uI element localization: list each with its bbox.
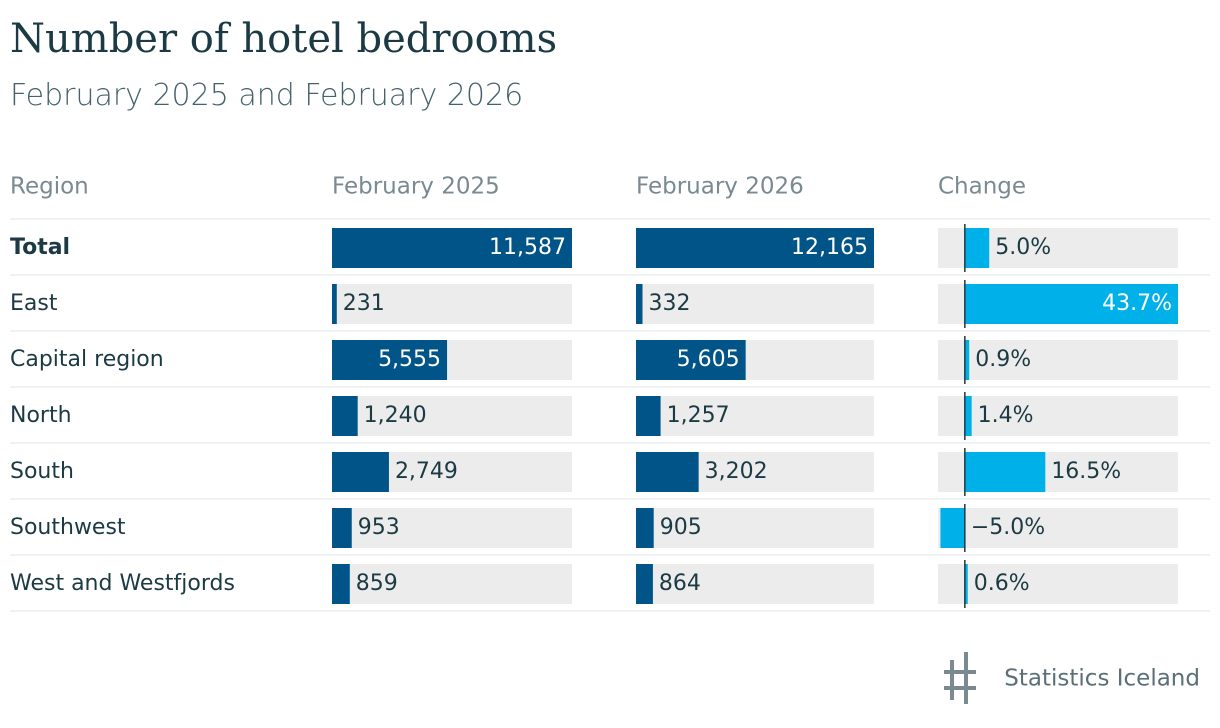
track	[636, 564, 874, 604]
value-label: 16.5%	[1051, 459, 1121, 484]
row-label: Southwest	[10, 515, 126, 540]
value-label: 859	[356, 571, 398, 596]
bar	[332, 508, 352, 548]
value-label: 3,202	[705, 459, 768, 484]
row-label: South	[10, 459, 74, 484]
bar	[332, 396, 358, 436]
value-label: 1,240	[364, 403, 427, 428]
row-label: West and Westfjords	[10, 571, 235, 596]
track	[636, 284, 874, 324]
bar	[332, 340, 448, 380]
track	[938, 396, 1178, 436]
bar	[964, 284, 1178, 324]
value-label: 5,605	[677, 347, 740, 372]
bar	[964, 452, 1046, 492]
value-label: 905	[660, 515, 702, 540]
bar	[332, 284, 337, 324]
value-label: 5.0%	[995, 235, 1051, 260]
bar	[332, 228, 572, 268]
track	[938, 508, 1178, 548]
chart-subtitle: February 2025 and February 2026	[10, 78, 523, 113]
logo	[944, 652, 976, 704]
bar	[940, 508, 965, 548]
value-label: 953	[358, 515, 400, 540]
bar	[636, 284, 643, 324]
bar	[636, 340, 746, 380]
value-label: 1.4%	[978, 403, 1034, 428]
row-label: North	[10, 403, 72, 428]
track	[636, 396, 874, 436]
row-label: Total	[10, 235, 70, 260]
track	[636, 508, 874, 548]
bar	[636, 228, 874, 268]
track	[938, 340, 1178, 380]
track	[332, 508, 572, 548]
bar	[636, 452, 699, 492]
track	[332, 284, 572, 324]
value-label: 12,165	[791, 235, 868, 260]
value-label: 332	[648, 291, 690, 316]
track	[332, 396, 572, 436]
value-label: 0.9%	[975, 347, 1031, 372]
row-label: East	[10, 291, 58, 316]
source: Statistics Iceland	[1004, 666, 1200, 692]
value-label: 5,555	[378, 347, 441, 372]
column-header: February 2025	[332, 174, 500, 200]
bar	[636, 564, 653, 604]
value-label: 43.7%	[1102, 291, 1172, 316]
column-header: Change	[938, 174, 1026, 200]
bar	[332, 452, 389, 492]
track	[332, 564, 572, 604]
bar	[636, 508, 654, 548]
bar	[636, 396, 661, 436]
chart-title: Number of hotel bedrooms	[10, 16, 557, 62]
row-label: Capital region	[10, 347, 164, 372]
value-label: 0.6%	[974, 571, 1030, 596]
value-label: 864	[659, 571, 701, 596]
value-label: −5.0%	[971, 515, 1045, 540]
value-label: 1,257	[667, 403, 730, 428]
bar	[332, 564, 350, 604]
column-header: February 2026	[636, 174, 804, 200]
bar	[964, 564, 968, 604]
bar	[964, 396, 972, 436]
value-label: 2,749	[395, 459, 458, 484]
value-label: 11,587	[489, 235, 566, 260]
bar	[964, 228, 990, 268]
track	[938, 564, 1178, 604]
column-header: Region	[10, 174, 89, 200]
value-label: 231	[343, 291, 385, 316]
bar	[964, 340, 970, 380]
